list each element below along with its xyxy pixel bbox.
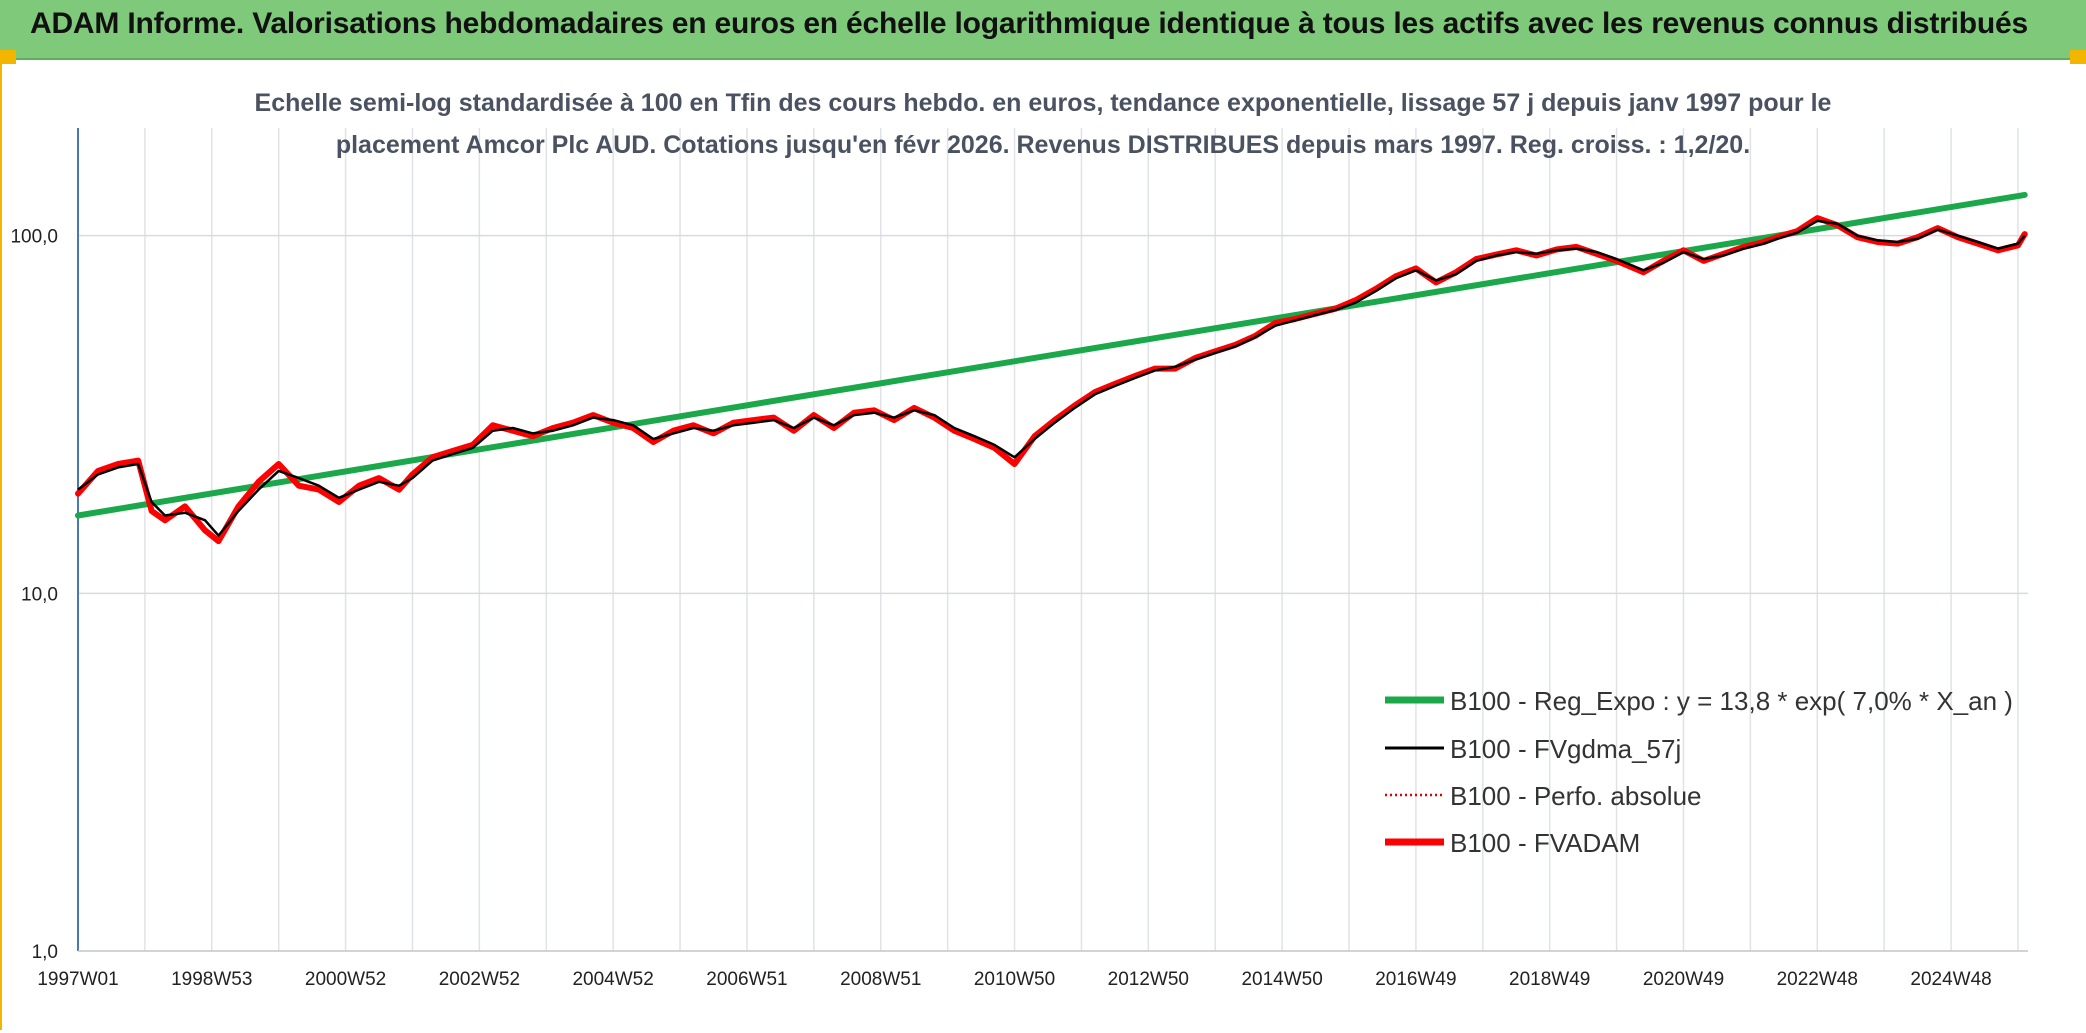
- x-tick-label-2: 2000W52: [305, 969, 386, 990]
- chart-frame: [0, 60, 2082, 1030]
- axes: [77, 128, 2028, 952]
- x-tick-label-1: 1998W53: [171, 969, 252, 990]
- y-tick-label-0: 1,0: [32, 942, 58, 963]
- banner: ADAM Informe. Valorisations hebdomadaire…: [0, 0, 2086, 60]
- legend: B100 - Reg_Expo : y = 13,8 * exp( 7,0% *…: [1385, 686, 2013, 858]
- legend-label-perfo: B100 - Perfo. absolue: [1450, 781, 1702, 811]
- x-tick-label-11: 2018W49: [1509, 969, 1590, 990]
- series-group: [75, 191, 2028, 545]
- series-line-1: [77, 219, 2026, 537]
- corner-marker-right: [2070, 50, 2086, 64]
- x-tick-label-3: 2002W52: [439, 969, 520, 990]
- series-line-0: [75, 191, 2028, 519]
- x-tick-label-8: 2012W50: [1108, 969, 1189, 990]
- y-tick-label-1: 10,0: [21, 584, 58, 605]
- x-tick-label-12: 2020W49: [1643, 969, 1724, 990]
- x-tick-label-6: 2008W51: [840, 969, 921, 990]
- chart-subtitle-line-2: placement Amcor Plc AUD. Cotations jusqu…: [336, 131, 1750, 159]
- chart-subtitle-line-1: Echelle semi-log standardisée à 100 en T…: [255, 89, 1832, 117]
- tick-labels: 1,0 10,0 100,0 1997W01 1998W53 2000W52 2002W52…: [10, 227, 1991, 990]
- x-tick-label-5: 2006W51: [706, 969, 787, 990]
- x-tick-label-7: 2010W50: [974, 969, 1055, 990]
- y-tick-label-2: 100,0: [10, 227, 58, 248]
- banner-title: ADAM Informe. Valorisations hebdomadaire…: [30, 7, 2028, 40]
- series-line-3: [75, 215, 2028, 545]
- legend-label-fvgdma: B100 - FVgdma_57j: [1450, 734, 1681, 764]
- legend-label-fvadam: B100 - FVADAM: [1450, 828, 1640, 858]
- legend-label-reg-expo: B100 - Reg_Expo : y = 13,8 * exp( 7,0% *…: [1450, 686, 2013, 716]
- x-tick-label-0: 1997W01: [37, 969, 118, 990]
- corner-marker-left: [0, 50, 16, 64]
- x-tick-label-9: 2014W50: [1241, 969, 1322, 990]
- x-tick-label-10: 2016W49: [1375, 969, 1456, 990]
- x-tick-label-4: 2004W52: [572, 969, 653, 990]
- x-tick-label-13: 2022W48: [1777, 969, 1858, 990]
- x-tick-label-14: 2024W48: [1910, 969, 1991, 990]
